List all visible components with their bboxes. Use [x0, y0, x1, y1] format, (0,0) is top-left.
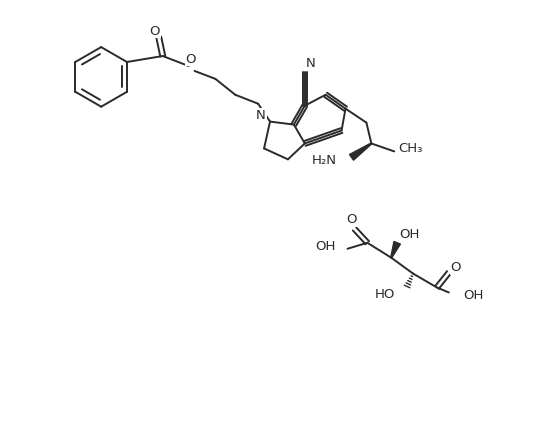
Text: O: O [450, 261, 461, 274]
Text: CH₃: CH₃ [398, 142, 422, 155]
Text: N: N [306, 58, 316, 70]
Text: OH: OH [399, 228, 419, 241]
Polygon shape [349, 143, 372, 160]
Text: O: O [346, 213, 357, 226]
Text: OH: OH [315, 240, 336, 253]
Text: HO: HO [375, 288, 395, 301]
Polygon shape [390, 242, 400, 258]
Text: N: N [256, 109, 266, 122]
Text: O: O [150, 25, 160, 38]
Text: H₂N: H₂N [312, 154, 337, 167]
Text: O: O [185, 53, 196, 66]
Text: OH: OH [463, 289, 483, 302]
